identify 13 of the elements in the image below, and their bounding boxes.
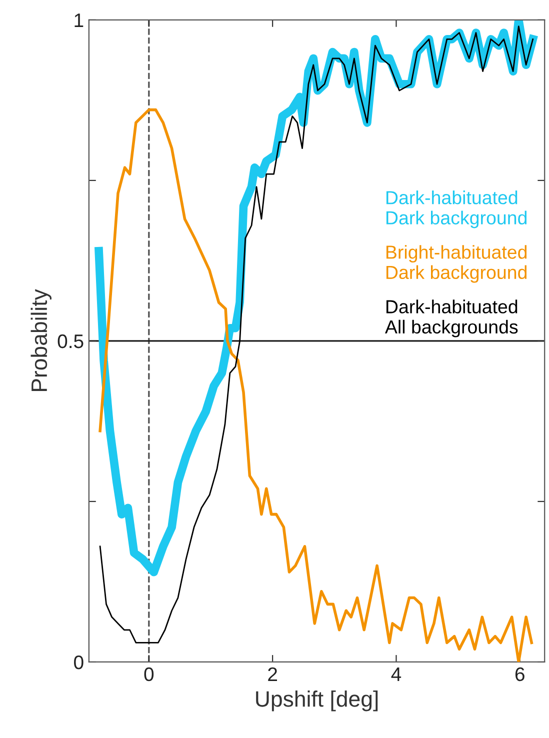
text: Bright-habituated Dark background — [386, 245, 527, 283]
x-tick-label: 4 — [391, 668, 402, 681]
line-series — [98, 108, 534, 662]
x-tick-label: 2 — [268, 667, 277, 681]
x-tick-label: 0 — [144, 667, 154, 682]
x-axis-title: Upshift [deg] — [256, 690, 378, 712]
x-tick-label: 6 — [515, 667, 524, 682]
text: Dark-habituated Dark background — [386, 190, 527, 228]
text: Dark-habituated All backgrounds — [384, 300, 518, 338]
y-tick-label: 0.5 — [58, 334, 84, 348]
y-axis-title: Probability — [30, 289, 52, 392]
y-tick-label: 1 — [74, 14, 84, 27]
y-tick-label: 0 — [74, 655, 84, 670]
